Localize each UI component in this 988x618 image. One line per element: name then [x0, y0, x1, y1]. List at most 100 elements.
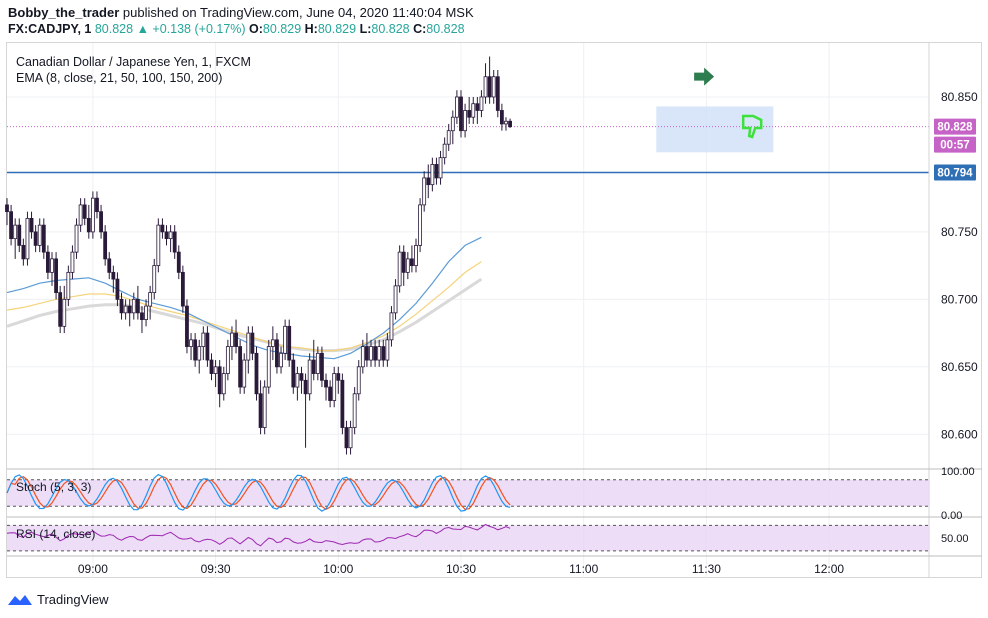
close-value: 80.828 [426, 22, 465, 36]
candle-body [483, 76, 488, 98]
candle-body [213, 366, 218, 374]
open-label: O: [249, 22, 263, 36]
y-tick-label: 80.650 [941, 360, 978, 374]
candle-body [258, 393, 263, 428]
candle-body [299, 373, 304, 381]
candle-body [70, 251, 75, 273]
candle-body [508, 120, 512, 128]
candle-body [164, 231, 169, 240]
candle-body [62, 298, 67, 327]
candle-body [29, 217, 34, 233]
candle-body [54, 258, 58, 294]
author-name[interactable]: Bobby_the_trader [8, 5, 120, 20]
candle-body [197, 346, 202, 361]
candle-body [13, 224, 18, 240]
candle-body [156, 224, 161, 267]
candle-body [66, 271, 71, 300]
candle-body [356, 366, 361, 395]
change-value: +0.138 (+0.17%) [152, 22, 246, 36]
brand-name: TradingView [37, 592, 109, 607]
candle-body [152, 265, 157, 294]
candle-body [324, 379, 328, 388]
x-tick-label: 09:00 [78, 562, 108, 576]
candle-body [426, 177, 431, 186]
candle-body [17, 224, 22, 246]
candle-body [348, 427, 353, 449]
candle-body [491, 76, 496, 98]
candle-body [209, 359, 214, 374]
candle-body [58, 292, 63, 327]
candle-body [82, 204, 87, 219]
candle-body [365, 346, 369, 361]
candle-body [389, 312, 394, 341]
candle-body [230, 332, 234, 347]
candle-body [270, 339, 275, 347]
candle-body [99, 211, 103, 233]
green-arrow-icon [694, 67, 715, 86]
candle-body [475, 103, 480, 111]
candle-body [144, 305, 148, 320]
candle-body [90, 197, 95, 233]
candle-body [320, 352, 324, 381]
candle-body [21, 244, 26, 260]
publish-info: published on TradingView.com, June 04, 2… [122, 5, 474, 20]
candle-body [172, 231, 177, 253]
low-value: 80.828 [371, 22, 410, 36]
candle-body [479, 96, 484, 111]
close-label: C: [413, 22, 427, 36]
footer-brand[interactable]: TradingView [8, 592, 109, 607]
high-label: H: [304, 22, 318, 36]
candle-body [266, 346, 271, 388]
x-tick-label: 11:30 [692, 562, 721, 576]
candle-body [262, 386, 267, 428]
y-tick-label: 80.600 [941, 427, 978, 441]
candle-body [303, 379, 308, 395]
candle-body [487, 76, 492, 98]
candle-body [471, 103, 476, 118]
candle-body [295, 373, 300, 388]
ema-mid-line [6, 261, 482, 352]
candle-body [275, 339, 279, 368]
stoch-label[interactable]: Stoch (5, 3, 3) [16, 480, 92, 494]
high-value: 80.829 [317, 22, 357, 36]
chart-legend: Canadian Dollar / Japanese Yen, 1, FXCM … [16, 54, 251, 86]
candle-body [205, 332, 210, 361]
candle-body [336, 373, 341, 381]
x-tick-label: 10:00 [323, 562, 353, 576]
candle-body [287, 325, 292, 361]
x-tick-label: 10:30 [446, 562, 476, 576]
candle-body [504, 120, 508, 125]
candle-body [381, 346, 386, 361]
candle-body [33, 231, 38, 246]
candle-body [115, 278, 120, 300]
candle-body [463, 110, 467, 132]
candle-body [46, 251, 50, 273]
candle-body [315, 352, 320, 374]
y-tick-label: 80.850 [941, 90, 978, 104]
candle-body [41, 224, 46, 253]
x-tick-label: 12:00 [814, 562, 844, 576]
symbol-label: FX:CADJPY, 1 [8, 22, 92, 36]
candle-body [352, 393, 357, 428]
current-price-label: 80.828 [937, 122, 973, 134]
candle-body [495, 76, 500, 111]
candle-body [246, 332, 251, 361]
candle-body [103, 231, 108, 260]
candle-body [123, 305, 128, 314]
tradingview-logo-icon [8, 594, 32, 605]
candle-body [25, 217, 30, 260]
countdown-label: 00:57 [940, 140, 969, 152]
x-tick-label: 11:00 [569, 562, 598, 576]
candle-body [340, 379, 345, 428]
support-price-label: 80.794 [937, 168, 973, 180]
chart-frame[interactable] [6, 42, 982, 578]
ema-legend[interactable]: EMA (8, close, 21, 50, 100, 150, 200) [16, 71, 223, 85]
x-tick-label: 09:30 [201, 562, 231, 576]
rsi-band [7, 525, 929, 551]
rsi-label[interactable]: RSI (14, close) [16, 527, 96, 541]
candle-body [446, 130, 451, 145]
candle-body [373, 346, 378, 361]
candle-body [189, 339, 193, 347]
candle-body [344, 427, 349, 449]
